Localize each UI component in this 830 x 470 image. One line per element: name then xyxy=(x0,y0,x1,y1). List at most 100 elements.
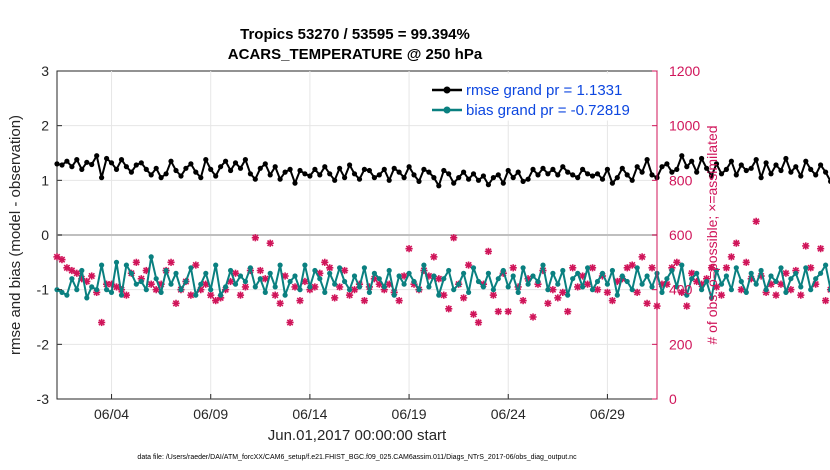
bias-point xyxy=(431,273,437,279)
legend: rmse grand pr = 1.1331 bias grand pr = -… xyxy=(426,73,655,121)
bias-point xyxy=(599,270,606,276)
bias-point xyxy=(475,278,482,285)
rmse-point xyxy=(104,155,110,162)
rmse-point xyxy=(69,164,75,170)
bias-point xyxy=(282,292,288,298)
bias-point xyxy=(386,267,392,274)
rmse-point xyxy=(203,157,209,163)
rmse-point xyxy=(689,158,695,164)
bias-point xyxy=(426,284,432,290)
y-tick-label: -1 xyxy=(37,282,50,298)
rmse-point xyxy=(505,167,511,174)
rmse-point xyxy=(257,165,263,171)
rmse-point xyxy=(639,169,645,175)
rmse-point xyxy=(282,169,288,175)
bias-point xyxy=(619,273,625,279)
obs-count-marker xyxy=(474,318,483,327)
bias-point xyxy=(287,278,293,285)
rmse-point xyxy=(470,171,477,177)
rmse-point xyxy=(594,171,601,177)
rmse-point xyxy=(322,164,328,170)
rmse-point xyxy=(565,169,571,175)
obs-count-marker xyxy=(266,239,274,247)
obs-count-marker xyxy=(152,286,160,294)
rmse-point xyxy=(168,158,174,164)
rmse-point xyxy=(446,171,452,177)
bias-point xyxy=(669,267,675,274)
bias-point xyxy=(699,287,705,293)
rmse-point xyxy=(466,176,472,182)
obs-count-marker xyxy=(326,264,334,272)
rmse-point xyxy=(54,161,60,167)
legend-box xyxy=(426,73,655,121)
rmse-point xyxy=(738,162,744,168)
bias-point xyxy=(808,287,814,293)
obs-count-marker xyxy=(231,269,240,277)
legend-rmse-marker xyxy=(443,86,451,94)
obs-count-marker xyxy=(395,297,403,305)
bias-point xyxy=(421,262,427,268)
bias-point xyxy=(193,292,199,298)
bias-point xyxy=(89,284,95,290)
bias-point xyxy=(411,278,417,285)
bias-point xyxy=(783,289,789,295)
rmse-point xyxy=(297,167,303,174)
bias-point xyxy=(158,289,164,295)
rmse-point xyxy=(694,169,700,175)
bias-point xyxy=(99,262,105,268)
rmse-point xyxy=(575,175,581,181)
rmse-point xyxy=(252,176,258,182)
rmse-point xyxy=(818,162,824,168)
obs-count-marker xyxy=(207,291,215,299)
rmse-point xyxy=(713,161,720,167)
obs-count-marker xyxy=(281,272,289,280)
rmse-point xyxy=(347,162,353,168)
rmse-point xyxy=(599,176,606,182)
obs-count-marker xyxy=(643,299,651,307)
bias-point xyxy=(118,292,125,298)
rmse-point xyxy=(768,171,774,177)
bias-point xyxy=(277,262,283,268)
rmse-point xyxy=(391,165,397,171)
obs-count-marker xyxy=(608,297,616,305)
bias-point xyxy=(639,281,645,287)
bias-point xyxy=(173,270,179,276)
bias-point xyxy=(228,267,234,274)
bias-point xyxy=(500,267,506,274)
bias-point xyxy=(679,262,685,268)
bias-point xyxy=(694,270,700,276)
obs-count-marker xyxy=(802,242,810,250)
obs-count-marker xyxy=(187,291,195,299)
obs-count-marker xyxy=(489,291,497,299)
rmse-point xyxy=(208,166,214,172)
bias-point xyxy=(203,270,209,276)
bias-point xyxy=(545,287,551,293)
bias-point xyxy=(381,284,387,290)
chart-title-line1: Tropics 53270 / 53595 = 99.394% xyxy=(240,26,470,43)
y-tick-label: 1 xyxy=(41,172,49,188)
obs-count-marker xyxy=(638,253,646,261)
bias-point xyxy=(94,287,100,293)
rmse-point xyxy=(480,173,486,179)
bias-point xyxy=(773,278,779,285)
rmse-point xyxy=(560,164,566,170)
bias-point xyxy=(208,287,214,293)
rmse-point xyxy=(74,157,80,163)
rmse-point xyxy=(520,178,526,184)
bias-point xyxy=(74,287,80,293)
bias-point xyxy=(272,284,278,290)
rmse-point xyxy=(495,172,501,178)
rmse-point xyxy=(223,158,229,164)
y-tick-label: -3 xyxy=(37,391,50,407)
rmse-point xyxy=(287,166,293,172)
legend-rmse-label: rmse grand pr = 1.1331 xyxy=(466,82,622,99)
bias-point xyxy=(302,262,308,268)
rmse-point xyxy=(669,169,675,175)
bias-point xyxy=(128,270,134,276)
bias-point xyxy=(728,287,735,293)
bias-point xyxy=(148,254,154,260)
bias-point xyxy=(342,278,348,285)
bias-point xyxy=(332,281,338,287)
y-right-tick-label: 800 xyxy=(669,172,693,188)
y-right-tick-label: 400 xyxy=(669,282,693,298)
